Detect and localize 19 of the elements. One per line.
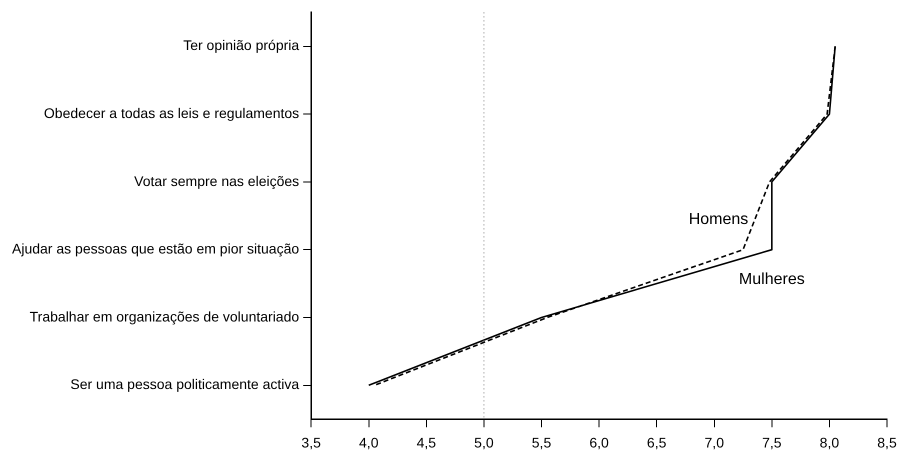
x-tick-label: 3,5 <box>301 434 322 450</box>
x-tick-label: 7,5 <box>762 434 782 450</box>
series-label: Homens <box>688 211 748 228</box>
x-tick-label: 6,0 <box>589 434 610 450</box>
y-tick-label: Trabalhar em organizações de voluntariado <box>30 308 300 324</box>
x-tick-label: 5,0 <box>474 434 494 450</box>
x-tick-label: 4,0 <box>359 434 379 450</box>
y-tick-label: Ter opinião própria <box>183 37 300 54</box>
y-tick-label: Votar sempre nas eleições <box>134 172 300 189</box>
x-tick-label: 8,5 <box>877 434 897 450</box>
x-tick-label: 7,0 <box>704 434 724 450</box>
series-label: Mulheres <box>738 271 805 288</box>
y-tick-label: Ser uma pessoa politicamente activa <box>70 376 300 392</box>
x-tick-label: 6,5 <box>646 434 667 450</box>
y-tick-label: Ajudar as pessoas que estão em pior situação <box>12 240 300 257</box>
x-tick-label: 4,5 <box>416 434 436 450</box>
x-tick-label: 8,0 <box>820 434 840 450</box>
y-tick-label: Obedecer a todas as leis e regulamentos <box>44 104 300 121</box>
x-tick-label: 5,5 <box>532 434 552 450</box>
